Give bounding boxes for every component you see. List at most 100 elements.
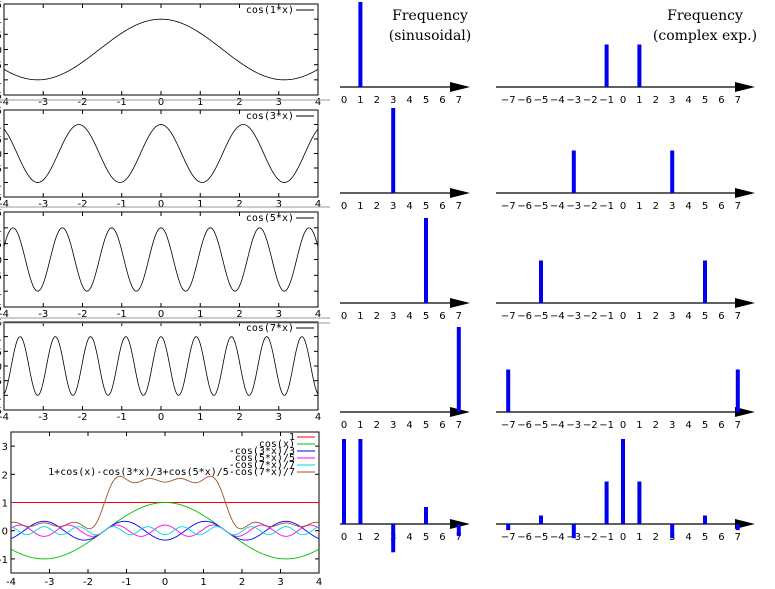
x-tick-label: 0 bbox=[158, 97, 164, 108]
x-tick-label: 1 bbox=[636, 311, 642, 322]
x-tick-label: 6 bbox=[718, 95, 724, 106]
time-plot-time-5: 1.5 1 0.5 0 -0.5 -1 -1.5-4 -3 -2 -1 0 1 2 3 4 cos(5*x) bbox=[0, 208, 321, 320]
x-tick-label: -3 bbox=[38, 412, 48, 423]
plot-frame bbox=[3, 211, 319, 308]
x-tick-label: 5 bbox=[702, 95, 708, 106]
x-tick-label: −1 bbox=[599, 532, 614, 543]
legend-label: cos(5*x)/5 bbox=[235, 453, 295, 464]
y-tick-label: 1 bbox=[0, 333, 2, 344]
x-tick-label: 4 bbox=[316, 577, 322, 588]
y-tick-label: 0 bbox=[0, 256, 2, 267]
x-tick-label: -3 bbox=[45, 577, 55, 588]
x-tick-label: 3 bbox=[669, 311, 675, 322]
series-line bbox=[10, 475, 320, 530]
y-tick-label: 1.5 bbox=[0, 0, 2, 11]
cosine-curve bbox=[3, 227, 319, 292]
x-tick-label: 4 bbox=[685, 201, 691, 212]
x-tick-label: −3 bbox=[566, 420, 581, 431]
x-tick-label: 2 bbox=[653, 201, 659, 212]
y-tick-label: 0 bbox=[0, 150, 2, 161]
x-tick-label: 2 bbox=[236, 309, 242, 320]
x-tick-label: 4 bbox=[315, 309, 321, 320]
x-tick-label: 0 bbox=[620, 532, 626, 543]
spectrum-bar bbox=[703, 515, 707, 524]
x-tick-label: 6 bbox=[439, 311, 445, 322]
x-tick-label: 6 bbox=[439, 201, 445, 212]
x-tick-label: -1 bbox=[117, 97, 127, 108]
complex-frequency-header: Frequency (complex exp.) bbox=[640, 6, 770, 46]
y-tick-label: 3 bbox=[2, 442, 8, 453]
x-tick-label: 5 bbox=[423, 311, 429, 322]
x-tick-label: 0 bbox=[341, 95, 347, 106]
y-tick-label: 1 bbox=[0, 15, 2, 26]
spectrum-bar bbox=[539, 260, 543, 303]
x-tick-label: 7 bbox=[456, 95, 462, 106]
x-tick-label: 1 bbox=[200, 577, 206, 588]
spectrum-bar bbox=[391, 524, 396, 553]
x-tick-label: 3 bbox=[276, 97, 282, 108]
axis-arrow-icon bbox=[735, 82, 755, 92]
spectrum-bar bbox=[342, 439, 346, 524]
x-tick-label: 0 bbox=[162, 577, 168, 588]
axis-arrow-icon bbox=[735, 298, 755, 308]
x-tick-label: 5 bbox=[423, 532, 429, 543]
legend-label: -cos(7*x)/7 bbox=[229, 460, 295, 471]
x-tick-label: -3 bbox=[38, 97, 48, 108]
x-tick-label: 3 bbox=[277, 577, 283, 588]
axis-arrow-icon bbox=[450, 298, 470, 308]
legend-label: cos(x) bbox=[259, 439, 295, 450]
x-tick-label: −7 bbox=[501, 532, 516, 543]
x-tick-label: −5 bbox=[534, 95, 549, 106]
cosine-curve bbox=[3, 336, 319, 396]
x-tick-label: -2 bbox=[83, 577, 93, 588]
y-tick-label: -1 bbox=[0, 287, 2, 298]
spectrum-bar bbox=[571, 524, 576, 539]
x-tick-label: 0 bbox=[620, 95, 626, 106]
x-tick-label: 2 bbox=[653, 311, 659, 322]
x-tick-label: -1 bbox=[117, 309, 127, 320]
x-tick-label: -3 bbox=[38, 309, 48, 320]
spectrum-bar bbox=[358, 2, 363, 87]
time-plot-sum: 3210-1-4-3-2-1012341cos(x)-cos(3*x)/3cos… bbox=[0, 431, 322, 588]
x-tick-label: −5 bbox=[534, 201, 549, 212]
x-tick-label: 2 bbox=[374, 201, 380, 212]
axis-arrow-icon bbox=[735, 188, 755, 198]
y-tick-label: 0 bbox=[2, 527, 8, 538]
x-tick-label: −4 bbox=[550, 95, 565, 106]
x-tick-label: 5 bbox=[702, 532, 708, 543]
legend-label: cos(7*x) bbox=[246, 323, 294, 334]
x-tick-label: 1 bbox=[636, 532, 642, 543]
spectrum-bar bbox=[424, 507, 428, 524]
x-tick-label: 2 bbox=[374, 532, 380, 543]
x-tick-label: -2 bbox=[78, 412, 88, 423]
x-tick-label: 6 bbox=[439, 95, 445, 106]
x-tick-label: −2 bbox=[583, 201, 598, 212]
x-tick-label: −1 bbox=[599, 95, 614, 106]
series-line bbox=[10, 526, 320, 536]
x-tick-label: 0 bbox=[158, 412, 164, 423]
x-tick-label: 4 bbox=[685, 95, 691, 106]
x-tick-label: −6 bbox=[517, 420, 532, 431]
y-tick-label: 0 bbox=[0, 46, 2, 57]
x-tick-label: −3 bbox=[566, 95, 581, 106]
x-tick-label: 1 bbox=[357, 532, 363, 543]
x-tick-label: −7 bbox=[501, 95, 516, 106]
x-tick-label: 3 bbox=[390, 420, 396, 431]
spectrum-bar bbox=[637, 481, 642, 524]
legend-label: cos(3*x) bbox=[246, 111, 294, 122]
x-tick-label: 7 bbox=[456, 420, 462, 431]
x-tick-label: -4 bbox=[0, 309, 9, 320]
axis-arrow-icon bbox=[450, 82, 470, 92]
x-tick-label: −2 bbox=[583, 95, 598, 106]
x-tick-label: 2 bbox=[236, 412, 242, 423]
x-tick-label: 4 bbox=[406, 532, 412, 543]
x-tick-label: -3 bbox=[38, 199, 48, 210]
y-tick-label: -0.5 bbox=[0, 271, 2, 282]
y-tick-label: -1 bbox=[0, 391, 2, 402]
x-tick-label: 5 bbox=[423, 420, 429, 431]
y-tick-label: -0.5 bbox=[0, 61, 2, 72]
